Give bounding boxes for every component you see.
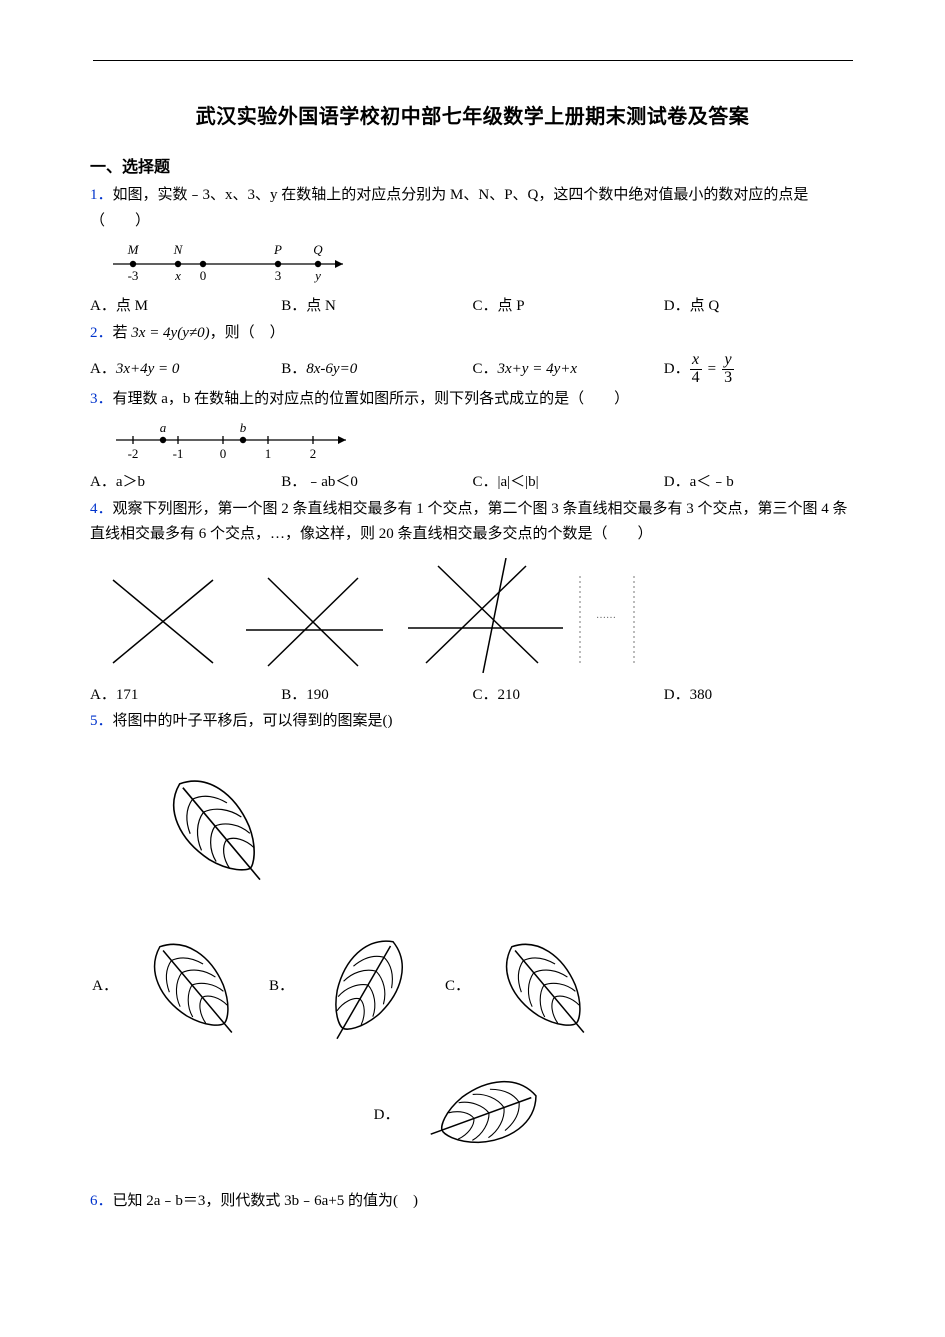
svg-text:-2: -2 bbox=[128, 446, 139, 461]
q4-opt-a[interactable]: A．171 bbox=[90, 681, 281, 710]
q5-opt-b-label[interactable]: B． bbox=[266, 974, 294, 995]
q5-option-row: A． B． C． bbox=[90, 920, 855, 1050]
q2-pre: 若 bbox=[113, 325, 132, 341]
svg-text:y: y bbox=[313, 268, 321, 283]
q3-opt-a[interactable]: A．a＞b bbox=[90, 468, 281, 497]
q5-leaf-c bbox=[474, 920, 614, 1050]
q2-options: A．3x+4y = 0 B．8x-6y=0 C．3x+y = 4y+x D． x… bbox=[90, 352, 855, 387]
q1-text: 如图，实数﹣3、x、3、y 在数轴上的对应点分别为 M、N、P、Q，这四个数中绝… bbox=[90, 187, 808, 229]
q5-opt-d-label[interactable]: D． bbox=[372, 1103, 400, 1124]
svg-text:-3: -3 bbox=[128, 268, 139, 283]
q4-text: 观察下列图形，第一个图 2 条直线相交最多有 1 个交点，第二个图 3 条直线相… bbox=[90, 501, 848, 543]
question-3: 3．有理数 a，b 在数轴上的对应点的位置如图所示，则下列各式成立的是（ ） bbox=[90, 387, 855, 413]
q2-post: ，则（ ） bbox=[210, 325, 285, 341]
page-title: 武汉实验外国语学校初中部七年级数学上册期末测试卷及答案 bbox=[90, 100, 855, 129]
q3-number: 3． bbox=[90, 391, 113, 407]
q4-fig2 bbox=[238, 568, 388, 673]
question-2: 2．若 3x = 4y(y≠0)，则（ ） bbox=[90, 321, 855, 347]
svg-text:M: M bbox=[127, 242, 140, 257]
q5-leaf-a bbox=[122, 920, 262, 1050]
svg-text:x: x bbox=[174, 268, 181, 283]
q4-fig3 bbox=[398, 558, 568, 673]
q1-number: 1． bbox=[90, 187, 113, 203]
svg-text:N: N bbox=[173, 242, 184, 257]
q2-opt-c[interactable]: C．3x+y = 4y+x bbox=[473, 355, 664, 384]
svg-text:1: 1 bbox=[265, 446, 272, 461]
q2-expr: 3x = 4y(y≠0) bbox=[131, 325, 209, 341]
q4-opt-d[interactable]: D．380 bbox=[664, 681, 855, 710]
q5-leaf-b bbox=[298, 920, 438, 1050]
svg-text:0: 0 bbox=[220, 446, 227, 461]
q1-opt-d[interactable]: D．点 Q bbox=[664, 292, 855, 321]
svg-text:3: 3 bbox=[275, 268, 282, 283]
q5-leaf-d bbox=[404, 1056, 574, 1171]
svg-text:……: …… bbox=[596, 610, 616, 621]
svg-text:0: 0 bbox=[200, 268, 207, 283]
q6-text: 已知 2a﹣b＝3，则代数式 3b﹣6a+5 的值为( ) bbox=[113, 1193, 419, 1209]
q2-d-frac: x4 = y3 bbox=[690, 352, 734, 387]
q3-opt-c[interactable]: C．|a|＜|b| bbox=[473, 468, 664, 497]
q6-number: 6． bbox=[90, 1193, 113, 1209]
q1-opt-b[interactable]: B．点 N bbox=[281, 292, 472, 321]
svg-text:-1: -1 bbox=[173, 446, 184, 461]
q5-opt-a-label[interactable]: A． bbox=[90, 974, 118, 995]
question-4: 4．观察下列图形，第一个图 2 条直线相交最多有 1 个交点，第二个图 3 条直… bbox=[90, 497, 855, 548]
q4-number: 4． bbox=[90, 501, 113, 517]
svg-text:Q: Q bbox=[313, 242, 323, 257]
svg-text:a: a bbox=[160, 420, 167, 435]
q4-opt-b[interactable]: B．190 bbox=[281, 681, 472, 710]
q5-text: 将图中的叶子平移后，可以得到的图案是() bbox=[113, 713, 393, 729]
question-1: 1．如图，实数﹣3、x、3、y 在数轴上的对应点分别为 M、N、P、Q，这四个数… bbox=[90, 183, 855, 234]
q4-opt-c[interactable]: C．210 bbox=[473, 681, 664, 710]
q1-opt-c[interactable]: C．点 P bbox=[473, 292, 664, 321]
svg-text:2: 2 bbox=[310, 446, 317, 461]
q2-opt-a[interactable]: A．3x+4y = 0 bbox=[90, 355, 281, 384]
header-rule bbox=[93, 60, 853, 61]
svg-text:b: b bbox=[240, 420, 247, 435]
q1-opt-a[interactable]: A．点 M bbox=[90, 292, 281, 321]
q3-opt-d[interactable]: D．a＜﹣b bbox=[664, 468, 855, 497]
section-heading: 一、选择题 bbox=[90, 153, 855, 177]
q3-text: 有理数 a，b 在数轴上的对应点的位置如图所示，则下列各式成立的是（ ） bbox=[113, 391, 630, 407]
q4-diagrams: …… bbox=[98, 558, 855, 673]
q5-number: 5． bbox=[90, 713, 113, 729]
q1-numberline: M -3 Nx 0 P 3 Qy bbox=[108, 240, 368, 286]
q2-number: 2． bbox=[90, 325, 113, 341]
q4-ellipsis: …… bbox=[578, 568, 638, 673]
question-6: 6．已知 2a﹣b＝3，则代数式 3b﹣6a+5 的值为( ) bbox=[90, 1189, 855, 1215]
question-5: 5．将图中的叶子平移后，可以得到的图案是() bbox=[90, 709, 855, 735]
q2-opt-d[interactable]: D． x4 = y3 bbox=[664, 352, 855, 387]
q4-options: A．171 B．190 C．210 D．380 bbox=[90, 681, 855, 710]
q4-fig1 bbox=[98, 568, 228, 673]
q3-numberline: -2 -1 0 1 2 a b bbox=[108, 418, 368, 462]
q2-opt-b[interactable]: B．8x-6y=0 bbox=[281, 355, 472, 384]
q5-option-row-d: D． bbox=[90, 1056, 855, 1171]
q1-options: A．点 M B．点 N C．点 P D．点 Q bbox=[90, 292, 855, 321]
q5-opt-c-label[interactable]: C． bbox=[442, 974, 470, 995]
q5-main-leaf bbox=[140, 751, 290, 901]
svg-text:P: P bbox=[273, 242, 282, 257]
q3-opt-b[interactable]: B．﹣ab＜0 bbox=[281, 468, 472, 497]
q3-options: A．a＞b B．﹣ab＜0 C．|a|＜|b| D．a＜﹣b bbox=[90, 468, 855, 497]
